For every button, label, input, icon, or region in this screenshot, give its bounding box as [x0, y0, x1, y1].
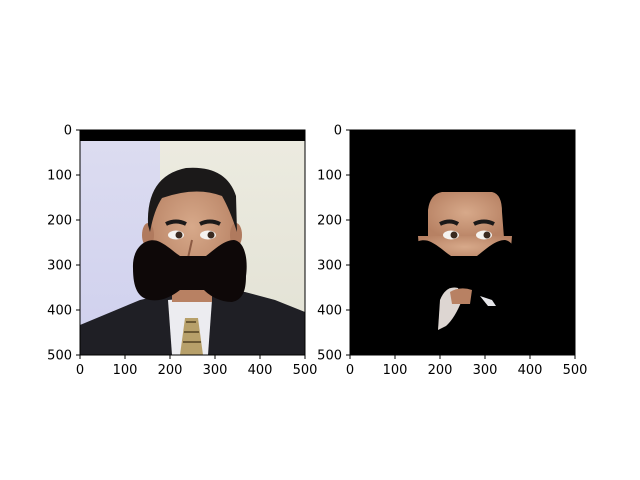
left-y-tick-label: 0 [64, 124, 72, 139]
left-y-tick-label: 500 [47, 349, 72, 364]
left-y-tick-label: 300 [47, 259, 72, 274]
right-x-tick-label: 500 [563, 363, 588, 378]
mask-bow-cutout [403, 240, 518, 302]
right-axes-frame [349, 129, 576, 356]
right-y-tick-label: 500 [317, 349, 342, 364]
tie-pattern [183, 321, 201, 343]
bow-occluder [132, 240, 247, 302]
left-x-tick-label: 200 [158, 363, 183, 378]
left-y-tick-label: 100 [47, 169, 72, 184]
mask-eyebrow-right [473, 219, 495, 226]
right-axes: 0 100 200 300 400 500 0 100 200 300 400 500 [317, 124, 587, 379]
left-x-tick-label: 400 [248, 363, 273, 378]
eyebrow-left [165, 219, 187, 226]
hair [147, 167, 237, 232]
right-y-tick-label: 100 [317, 169, 342, 184]
collar-fragment [480, 296, 496, 306]
face-segment [428, 192, 504, 238]
right-x-tick-label: 200 [428, 363, 453, 378]
right-image-panel [350, 130, 575, 355]
left-axes-frame [79, 129, 306, 356]
tie [180, 318, 203, 355]
right-x-tick-label: 0 [346, 363, 354, 378]
right-y-tick-label: 200 [317, 214, 342, 229]
right-y-tick-label: 400 [317, 304, 342, 319]
right-x-tick-label: 300 [473, 363, 498, 378]
left-y-tick-label: 200 [47, 214, 72, 229]
right-y-tick-label: 300 [317, 259, 342, 274]
eyebrow-right [199, 219, 221, 226]
mask-eyebrow-left [439, 219, 460, 226]
left-image-panel [80, 130, 305, 355]
left-x-tick-label: 100 [113, 363, 138, 378]
left-x-tick-label: 300 [203, 363, 228, 378]
left-y-tick-label: 400 [47, 304, 72, 319]
right-x-tick-label: 400 [518, 363, 543, 378]
neck-fragment [450, 288, 472, 304]
right-x-tick-label: 100 [383, 363, 408, 378]
right-y-tick-label: 0 [334, 124, 342, 139]
left-axes: 0 100 200 300 400 500 0 100 200 300 400 500 [47, 124, 317, 379]
left-x-tick-label: 500 [293, 363, 318, 378]
left-x-tick-label: 0 [76, 363, 84, 378]
top-black-bar [80, 130, 305, 141]
